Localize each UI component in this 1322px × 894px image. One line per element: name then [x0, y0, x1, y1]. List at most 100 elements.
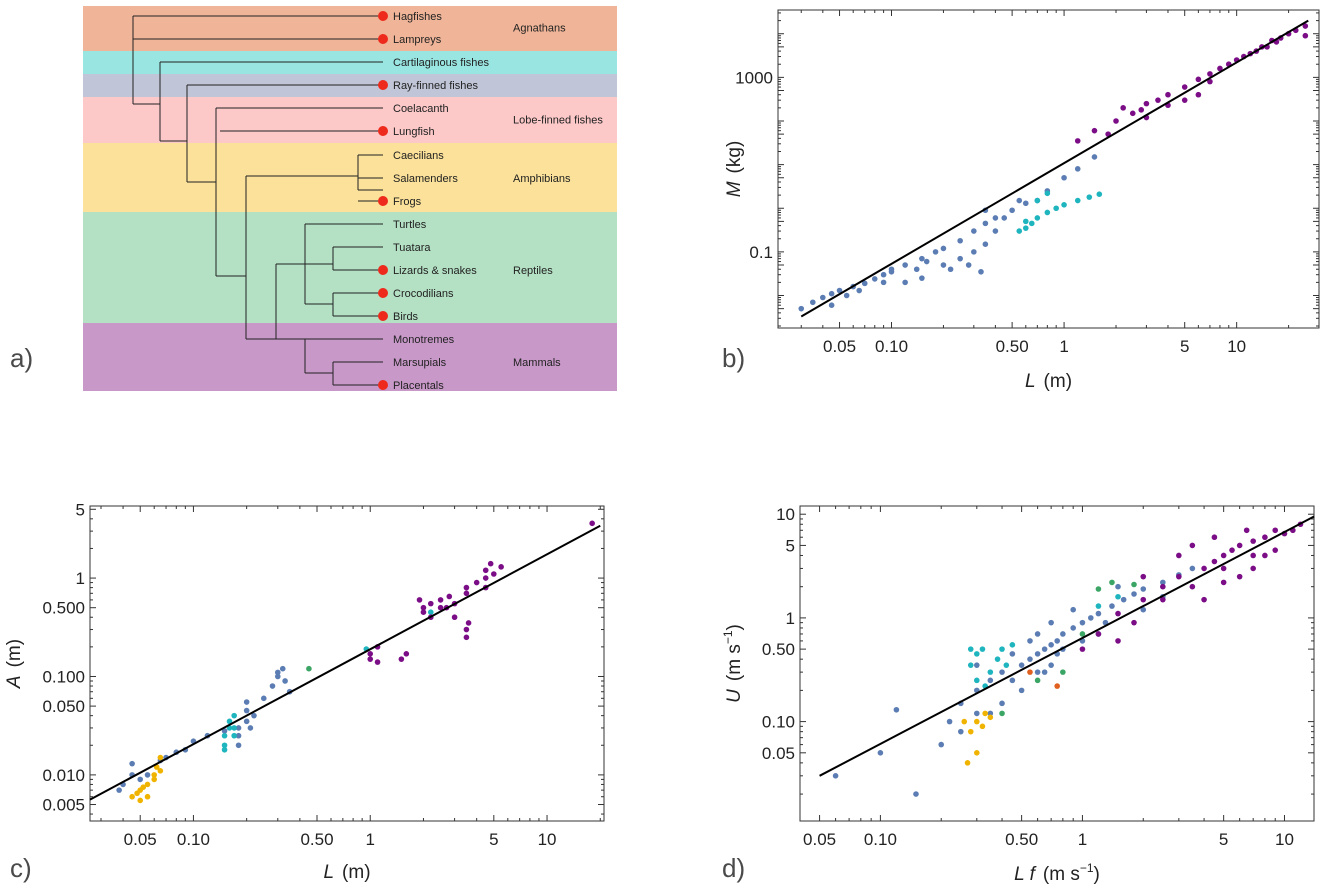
data-point — [226, 718, 233, 725]
data-point — [971, 249, 977, 255]
x-axis-label: L (m) — [323, 862, 370, 883]
data-point — [1022, 218, 1029, 225]
data-point — [1115, 610, 1121, 617]
leaf-marker — [378, 265, 388, 275]
data-point — [861, 280, 868, 287]
data-point — [982, 241, 989, 247]
data-point — [235, 725, 242, 731]
data-point — [1176, 573, 1182, 580]
data-point — [1009, 677, 1016, 684]
data-point — [1053, 205, 1059, 212]
data-point — [398, 656, 405, 662]
y-axis-label: M(kg) — [724, 141, 745, 198]
clade-band — [83, 323, 617, 391]
data-point — [1044, 190, 1051, 197]
clade-label: Reptiles — [513, 265, 553, 277]
leaf-label: Birds — [393, 311, 419, 323]
data-point — [221, 742, 228, 749]
data-point — [1009, 651, 1016, 657]
data-point — [274, 669, 281, 676]
data-point — [129, 760, 135, 767]
data-point — [1262, 534, 1268, 541]
data-point — [973, 677, 980, 684]
data-point — [482, 567, 489, 574]
data-point — [843, 292, 850, 299]
data-point — [151, 772, 158, 778]
data-point — [1181, 97, 1188, 103]
y-tick-label: 5 — [786, 536, 795, 555]
data-point — [919, 255, 925, 262]
data-point — [999, 646, 1005, 652]
data-point — [1120, 596, 1127, 603]
data-point — [1041, 646, 1048, 652]
data-point — [1016, 228, 1023, 234]
fit-line — [800, 19, 1309, 318]
x-tick-label: 10 — [1275, 830, 1294, 849]
data-point — [1220, 579, 1227, 586]
data-point — [1091, 127, 1098, 134]
fit-line — [89, 524, 601, 801]
data-point — [1131, 619, 1137, 626]
data-point — [1095, 610, 1102, 617]
data-point — [902, 279, 908, 286]
x-tick-label: 0.50 — [996, 337, 1029, 356]
data-point — [992, 215, 999, 221]
data-point — [473, 579, 480, 586]
data-point — [971, 228, 977, 234]
x-tick-label: 0.10 — [875, 337, 908, 356]
leaf-marker — [378, 11, 388, 21]
y-tick-label: 0.050 — [42, 697, 85, 716]
data-point — [1165, 91, 1171, 98]
x-tick-label: 0.10 — [177, 830, 210, 849]
data-point — [116, 787, 122, 793]
x-tick-label: 10 — [1227, 337, 1246, 356]
data-point — [451, 614, 458, 621]
data-point — [828, 290, 835, 297]
data-point — [1140, 596, 1147, 603]
data-point — [877, 750, 884, 756]
data-point — [1061, 174, 1067, 181]
data-point — [957, 255, 963, 262]
data-point — [1160, 579, 1166, 586]
leaf-marker — [378, 80, 388, 90]
data-point — [1079, 646, 1086, 652]
data-point — [420, 604, 427, 611]
data-point — [1140, 606, 1147, 613]
x-axis-label: L f (m s−1) — [1014, 861, 1100, 885]
data-point — [1095, 603, 1102, 609]
data-point — [1018, 662, 1025, 668]
data-point — [961, 718, 968, 725]
y-tick-label: 0.50 — [762, 640, 795, 659]
data-point — [1207, 78, 1213, 85]
data-point — [140, 784, 147, 790]
data-point — [1302, 32, 1309, 39]
data-point — [151, 776, 158, 783]
y-axis-label: A(m) — [4, 639, 25, 689]
data-point — [994, 656, 1001, 662]
data-point — [231, 732, 237, 739]
data-point — [282, 678, 288, 684]
data-point — [1034, 677, 1041, 684]
y-tick-label: 0.10 — [762, 713, 795, 732]
data-point — [231, 725, 237, 731]
y-tick-label: 1 — [76, 569, 85, 588]
data-point — [1074, 197, 1081, 204]
data-point — [856, 287, 862, 294]
clade-band — [83, 97, 617, 143]
data-point — [1034, 631, 1041, 637]
data-point — [1048, 642, 1054, 648]
data-point — [888, 266, 895, 273]
x-tick-label: 1 — [365, 830, 374, 849]
panel-label-d: d) — [722, 853, 746, 883]
data-point — [1195, 76, 1202, 83]
data-point — [964, 760, 971, 766]
data-point — [427, 600, 434, 607]
data-point — [306, 665, 312, 672]
data-point — [967, 728, 974, 735]
data-point — [1250, 538, 1256, 544]
data-point — [932, 249, 939, 255]
data-point — [235, 732, 242, 739]
clade-band — [83, 143, 617, 212]
